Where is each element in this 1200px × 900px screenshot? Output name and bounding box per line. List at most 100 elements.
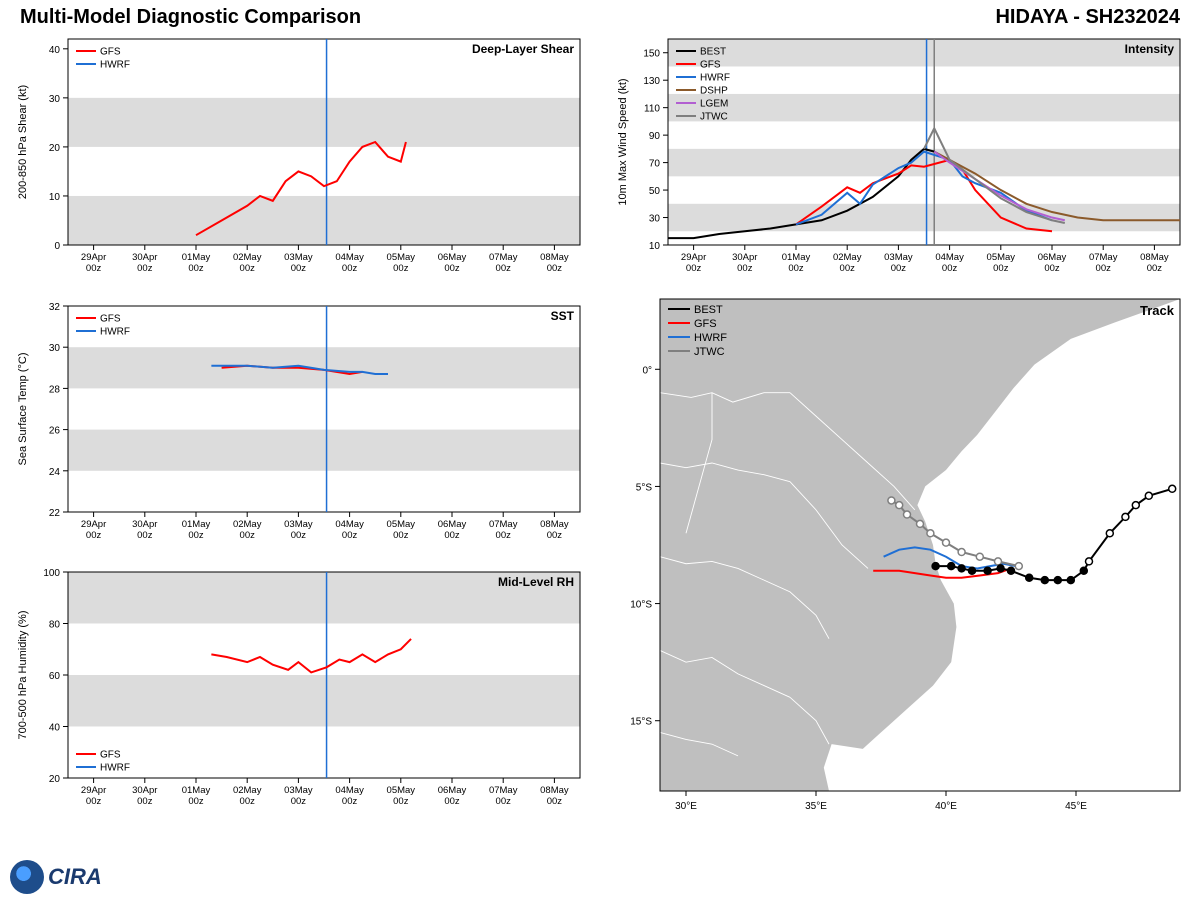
svg-text:GFS: GFS [100,750,121,761]
svg-text:30Apr: 30Apr [132,785,157,796]
svg-text:35°E: 35°E [805,801,827,812]
svg-text:00z: 00z [342,263,358,274]
svg-text:00z: 00z [891,263,907,274]
svg-text:00z: 00z [291,530,307,541]
svg-text:00z: 00z [393,263,409,274]
svg-text:06May: 06May [1038,252,1067,263]
svg-text:Mid-Level RH: Mid-Level RH [498,575,574,589]
svg-text:00z: 00z [942,263,958,274]
svg-text:130: 130 [643,76,660,87]
svg-text:00z: 00z [240,263,256,274]
svg-text:45°E: 45°E [1065,801,1087,812]
svg-text:5°S: 5°S [636,482,653,493]
header-title-right: HIDAYA - SH232024 [995,6,1180,29]
svg-text:00z: 00z [240,796,256,807]
svg-text:08May: 08May [540,252,569,263]
svg-text:10m Max Wind Speed (kt): 10m Max Wind Speed (kt) [617,78,629,205]
cira-text: CIRA [48,864,102,890]
svg-text:00z: 00z [788,263,804,274]
svg-text:00z: 00z [1147,263,1163,274]
svg-text:29Apr: 29Apr [81,252,106,263]
svg-text:30Apr: 30Apr [132,252,157,263]
header-title-left: Multi-Model Diagnostic Comparison [20,6,361,29]
svg-text:LGEM: LGEM [700,99,728,110]
svg-text:0: 0 [54,241,60,252]
svg-text:03May: 03May [284,252,313,263]
svg-text:28: 28 [49,384,61,395]
svg-text:10: 10 [49,192,61,203]
svg-text:04May: 04May [335,519,364,530]
svg-text:SST: SST [551,309,575,323]
svg-text:00z: 00z [137,796,153,807]
svg-text:22: 22 [49,508,61,519]
intensity-panel: 103050709011013015029Apr00z30Apr00z01May… [610,31,1190,281]
svg-text:Track: Track [1140,303,1175,318]
svg-text:07May: 07May [489,252,518,263]
svg-text:100: 100 [43,568,60,579]
svg-text:07May: 07May [1089,252,1118,263]
svg-text:00z: 00z [137,530,153,541]
svg-text:00z: 00z [86,530,102,541]
sst-panel: 22242628303229Apr00z30Apr00z01May00z02Ma… [10,298,590,555]
svg-text:15°S: 15°S [630,717,652,728]
svg-text:03May: 03May [284,519,313,530]
svg-text:150: 150 [643,49,660,60]
svg-text:01May: 01May [182,785,211,796]
svg-text:00z: 00z [993,263,1009,274]
svg-text:60: 60 [49,671,61,682]
svg-text:06May: 06May [438,252,467,263]
svg-text:DSHP: DSHP [700,86,728,97]
svg-text:00z: 00z [188,530,204,541]
shear-panel: 01020304029Apr00z30Apr00z01May00z02May00… [10,31,590,288]
svg-text:BEST: BEST [700,47,726,58]
svg-text:00z: 00z [393,796,409,807]
svg-text:07May: 07May [489,519,518,530]
svg-text:02May: 02May [233,252,262,263]
svg-text:04May: 04May [335,785,364,796]
svg-text:50: 50 [649,186,661,197]
page-header: Multi-Model Diagnostic Comparison HIDAYA… [0,0,1200,31]
svg-text:32: 32 [49,302,61,313]
svg-text:00z: 00z [840,263,856,274]
svg-text:30: 30 [49,94,61,105]
svg-text:40: 40 [49,45,61,56]
svg-text:GFS: GFS [700,60,721,71]
svg-text:00z: 00z [137,263,153,274]
svg-text:08May: 08May [1140,252,1169,263]
svg-text:01May: 01May [182,252,211,263]
svg-text:29Apr: 29Apr [681,252,706,263]
svg-text:700-500 hPa Humidity (%): 700-500 hPa Humidity (%) [17,611,29,740]
svg-text:02May: 02May [833,252,862,263]
svg-text:04May: 04May [335,252,364,263]
svg-text:00z: 00z [547,796,563,807]
svg-text:20: 20 [49,143,61,154]
svg-text:01May: 01May [782,252,811,263]
svg-text:JTWC: JTWC [700,112,728,123]
track-panel: 30°E35°E40°E45°E0°5°S10°S15°STrackBESTGF… [610,291,1190,821]
svg-text:00z: 00z [188,263,204,274]
svg-text:00z: 00z [496,530,512,541]
svg-text:20: 20 [49,774,61,785]
svg-text:40: 40 [49,723,61,734]
svg-text:01May: 01May [182,519,211,530]
svg-text:70: 70 [649,159,661,170]
svg-text:30Apr: 30Apr [132,519,157,530]
svg-text:00z: 00z [240,530,256,541]
svg-text:29Apr: 29Apr [81,785,106,796]
svg-text:HWRF: HWRF [694,332,727,344]
svg-text:10: 10 [649,241,661,252]
svg-text:0°: 0° [642,365,652,376]
svg-text:30Apr: 30Apr [732,252,757,263]
svg-text:00z: 00z [342,530,358,541]
svg-text:00z: 00z [1044,263,1060,274]
svg-text:05May: 05May [387,785,416,796]
svg-text:GFS: GFS [694,318,717,330]
svg-text:HWRF: HWRF [100,60,130,71]
svg-text:00z: 00z [686,263,702,274]
svg-text:90: 90 [649,131,661,142]
rh-panel: 2040608010029Apr00z30Apr00z01May00z02May… [10,564,590,821]
svg-text:04May: 04May [935,252,964,263]
svg-text:00z: 00z [547,263,563,274]
svg-text:24: 24 [49,466,61,477]
svg-text:00z: 00z [393,530,409,541]
